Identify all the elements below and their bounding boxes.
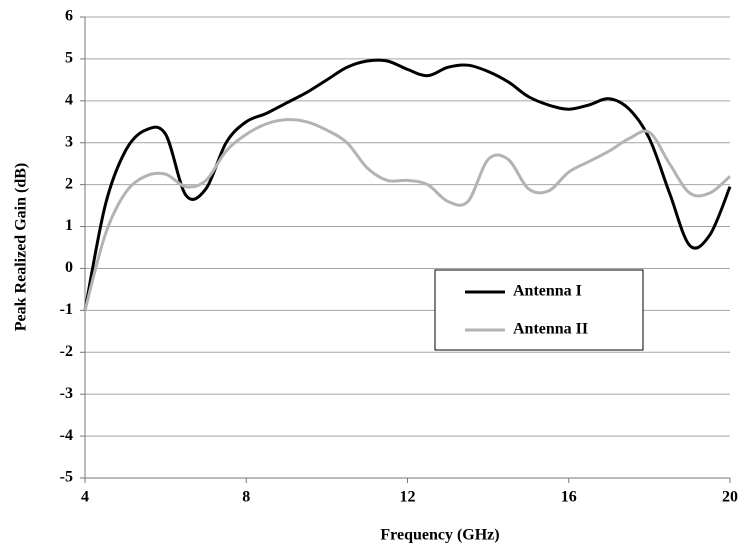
y-tick-label: 1 xyxy=(65,217,73,234)
y-tick-label: 5 xyxy=(65,50,73,67)
legend-box xyxy=(434,269,644,351)
y-tick-label: 3 xyxy=(65,133,73,150)
y-tick-label: 0 xyxy=(65,259,73,276)
y-tick-label: -1 xyxy=(60,301,73,318)
legend-label: Antenna II xyxy=(513,321,588,338)
x-tick-label: 8 xyxy=(242,489,250,506)
x-tick-label: 20 xyxy=(722,489,738,506)
y-tick-label: -2 xyxy=(60,343,73,360)
x-tick-label: 16 xyxy=(561,489,577,506)
series-line xyxy=(83,118,731,311)
y-axis-label: Peak Realized Gain (dB) xyxy=(13,163,30,331)
y-tick-label: -5 xyxy=(60,469,73,486)
x-axis-label: Frequency (GHz) xyxy=(380,527,499,544)
x-tick-label: 4 xyxy=(81,489,89,506)
y-tick-label: -3 xyxy=(60,385,73,402)
x-tick-label: 12 xyxy=(400,489,416,506)
series-line xyxy=(83,58,732,311)
y-tick-label: 2 xyxy=(65,175,73,192)
y-tick-label: 6 xyxy=(65,8,73,25)
y-tick-label: 4 xyxy=(65,91,73,108)
legend-label: Antenna I xyxy=(513,283,582,300)
y-tick-label: -4 xyxy=(60,427,73,444)
